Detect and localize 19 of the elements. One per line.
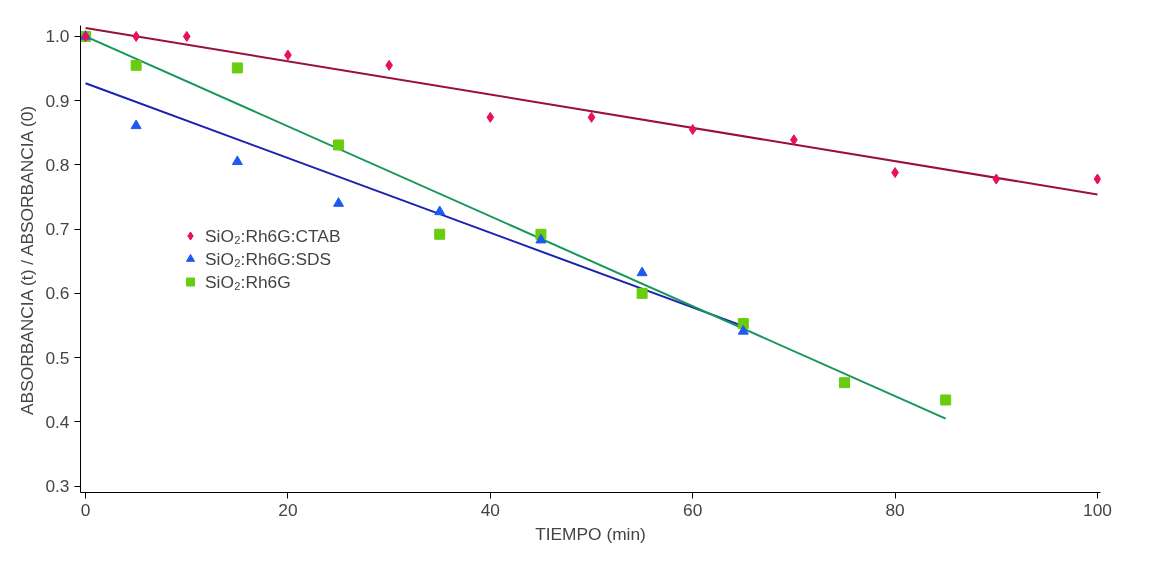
x-tick-label: 40 — [480, 499, 500, 520]
y-tick-label: 1.0 — [45, 26, 70, 47]
y-axis-title: ABSORBANCIA (t) / ABSORBANCIA (0) — [17, 105, 38, 415]
y-tick-label: 0.4 — [45, 411, 70, 432]
y-tick-label: 0.3 — [45, 476, 70, 497]
legend-label: SiO₂:Rh6G:SDS — [205, 248, 332, 269]
x-tick-label: 0 — [80, 499, 91, 520]
x-axis-title: TIEMPO (min) — [535, 523, 646, 544]
legend-label: SiO₂:Rh6G — [205, 271, 291, 292]
y-tick-label: 0.9 — [45, 90, 70, 111]
y-tick-label: 0.8 — [45, 154, 70, 175]
y-tick-label: 0.6 — [45, 283, 70, 304]
legend-label: SiO₂:Rh6G:CTAB — [205, 225, 341, 246]
x-tick-label: 80 — [885, 499, 905, 520]
x-tick-label: 20 — [278, 499, 298, 520]
y-tick-label: 0.7 — [45, 219, 70, 240]
y-tick-label: 0.5 — [45, 347, 70, 368]
x-tick-label: 100 — [1083, 499, 1112, 520]
x-tick-label: 60 — [683, 499, 703, 520]
